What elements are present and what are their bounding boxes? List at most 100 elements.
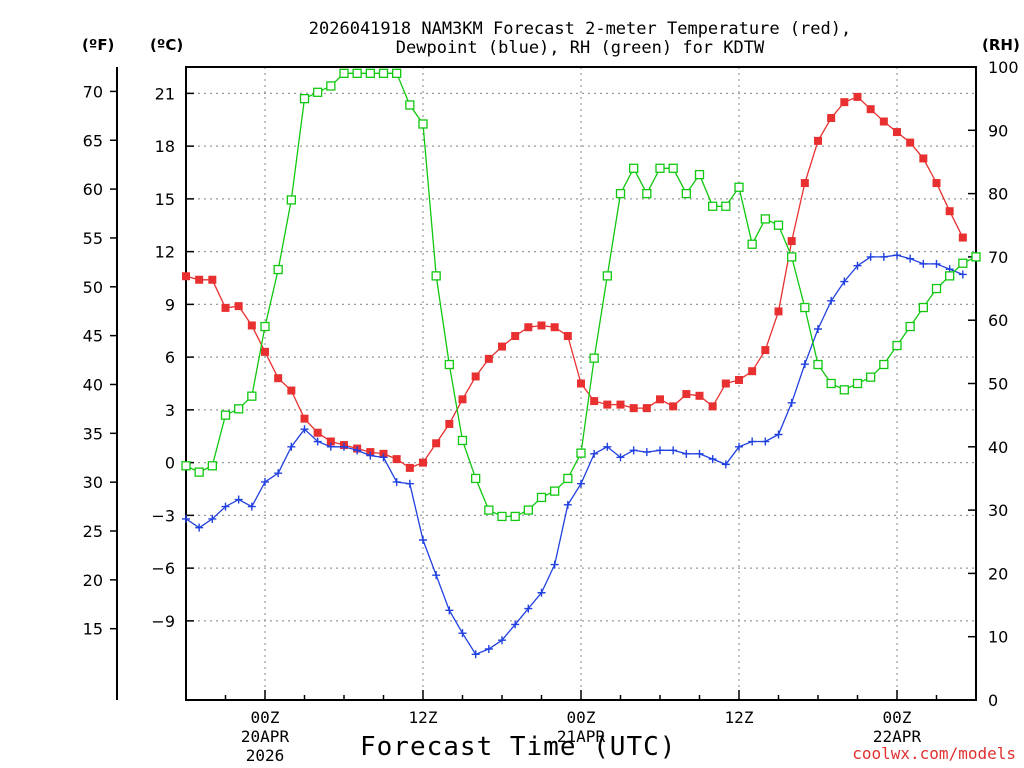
rh-point — [510, 511, 520, 522]
temperature-point — [774, 307, 783, 316]
rh-point — [800, 302, 810, 313]
rh-point — [668, 163, 678, 173]
rh-point — [563, 473, 573, 484]
dewpoint-point — [484, 645, 493, 654]
temperature-point — [405, 463, 414, 472]
temperature-point — [550, 323, 559, 332]
dewpoint-point — [800, 360, 809, 369]
celsius-tick-label: 6 — [165, 348, 175, 367]
temperature-point — [656, 395, 664, 404]
dewpoint-point — [537, 588, 546, 597]
rh-point — [313, 87, 323, 97]
temperature-point — [603, 400, 612, 409]
dewpoint-point — [866, 252, 875, 261]
rh-point — [852, 378, 863, 389]
temperature-point — [392, 455, 401, 464]
rh-point — [273, 264, 283, 275]
rh-point — [392, 68, 402, 78]
x-tick-label: 00Z — [251, 708, 280, 727]
rh-point — [299, 94, 310, 104]
rh-point — [536, 492, 547, 503]
rh-tick-label: 70 — [988, 248, 1008, 267]
rh-tick-label: 80 — [988, 185, 1008, 204]
rh-point — [747, 239, 757, 249]
rh-point — [721, 201, 731, 211]
rh-point — [971, 252, 981, 262]
temperature-point — [761, 346, 770, 355]
temperature-point — [234, 302, 243, 311]
rh-tick-label: 50 — [988, 375, 1008, 394]
rh-tick-label: 90 — [988, 121, 1008, 140]
dewpoint-point — [879, 252, 888, 261]
rh-point — [866, 372, 876, 382]
dewpoint-point — [550, 560, 559, 569]
celsius-tick-label: 15 — [155, 190, 175, 209]
dewpoint-point — [735, 442, 743, 451]
temperature-point — [313, 428, 322, 437]
temperature-point — [471, 372, 480, 381]
dewpoint-point — [761, 437, 770, 446]
dewpoint-point — [300, 425, 309, 434]
x-axis-title: Forecast Time (UTC) — [360, 732, 677, 762]
fahrenheit-tick-label: 20 — [83, 571, 103, 590]
dewpoint-point — [445, 606, 454, 615]
fahrenheit-tick-label: 35 — [83, 424, 103, 443]
x-tick-date-label: 20APR — [241, 727, 290, 746]
rh-point — [523, 505, 533, 515]
fahrenheit-tick-label: 50 — [83, 278, 103, 297]
rh-tick-label: 0 — [988, 691, 998, 710]
dewpoint-point — [498, 636, 506, 645]
celsius-tick-label: 0 — [165, 454, 175, 473]
dewpoint-point — [405, 479, 414, 488]
fahrenheit-tick-label: 65 — [83, 131, 103, 150]
rh-point — [905, 321, 915, 332]
dewpoint-point — [590, 449, 599, 458]
dewpoint-point — [524, 604, 533, 613]
dewpoint-point — [511, 620, 520, 629]
dewpoint-point — [340, 442, 348, 451]
dewpoint-point — [721, 460, 730, 469]
celsius-tick-label: 12 — [155, 243, 175, 262]
dewpoint-point — [642, 448, 651, 457]
rh-point — [958, 258, 968, 268]
x-tick-date-label: 21APR — [557, 727, 606, 746]
rh-point — [879, 359, 889, 370]
dewpoint-point — [432, 571, 441, 580]
rh-point — [247, 391, 257, 401]
temperature-point — [919, 154, 928, 163]
dewpoint-point — [748, 437, 757, 446]
temperature-point — [721, 379, 730, 388]
temperature-point — [537, 321, 546, 330]
temperature-point — [195, 275, 204, 284]
dewpoint-point — [616, 453, 625, 462]
dewpoint-point — [577, 479, 585, 488]
rh-tick-label: 40 — [988, 438, 1008, 457]
rh-point — [694, 169, 705, 180]
chart-title-line-2: Dewpoint (blue), RH (green) for KDTW — [395, 38, 765, 58]
rh-point — [931, 283, 942, 294]
x-tick-date-label: 22APR — [873, 727, 922, 746]
temperature-point — [458, 395, 467, 404]
rh-point — [418, 119, 428, 129]
dewpoint-point — [419, 535, 427, 544]
rh-point — [444, 359, 454, 370]
rh-point — [220, 410, 231, 420]
rh-point — [839, 385, 849, 395]
temperature-point — [616, 400, 625, 409]
rh-point — [286, 195, 296, 205]
temperature-point — [893, 128, 901, 137]
dewpoint-point — [313, 437, 322, 446]
x-tick-label: 12Z — [409, 708, 438, 727]
dewpoint-point — [682, 449, 691, 458]
dewpoint-point — [958, 270, 967, 279]
dewpoint-point — [893, 251, 901, 260]
rh-point — [760, 214, 770, 224]
temperature-point — [958, 233, 967, 242]
rh-point — [194, 467, 204, 477]
temperature-point — [577, 379, 585, 388]
chart-title-line-1: 2026041918 NAM3KM Forecast 2-meter Tempe… — [308, 19, 852, 39]
fahrenheit-tick-label: 15 — [83, 620, 103, 639]
rh-tick-label: 100 — [988, 58, 1019, 77]
temperature-point — [432, 439, 441, 448]
